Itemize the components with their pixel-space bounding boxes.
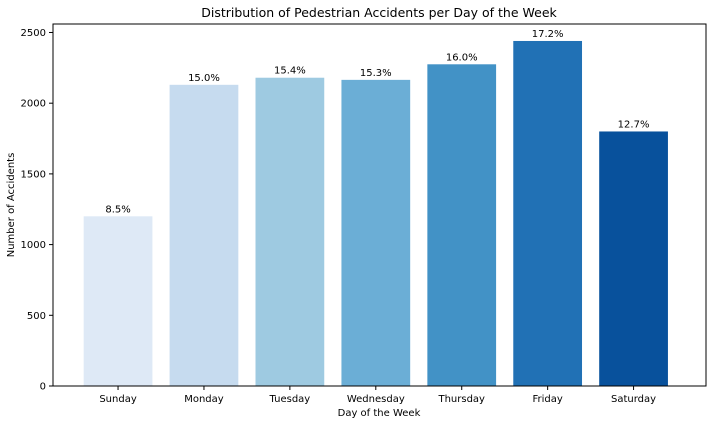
- bar-saturday: [599, 131, 668, 386]
- axes-frame: [52, 23, 707, 387]
- x-tick-label-sunday: Sunday: [99, 394, 136, 405]
- y-tick-label-1000: 1000: [21, 240, 46, 251]
- y-tick-label-0: 0: [40, 382, 46, 393]
- x-tick-label-tuesday: Tuesday: [269, 394, 311, 405]
- y-tick-label-2500: 2500: [21, 28, 46, 39]
- bar-sunday: [83, 216, 153, 386]
- x-tick-label-thursday: Thursday: [437, 394, 485, 405]
- y-axis-label: Number of Accidents: [6, 153, 17, 258]
- bar-monday: [169, 84, 239, 387]
- bar-friday: [513, 40, 583, 386]
- data-label-thursday: 16.0%: [446, 52, 478, 63]
- y-tick-label-500: 500: [27, 311, 46, 322]
- x-axis-label: Day of the Week: [338, 408, 421, 419]
- x-tick-label-friday: Friday: [532, 394, 562, 405]
- y-tick-label-2000: 2000: [21, 99, 46, 110]
- data-label-wednesday: 15.3%: [360, 68, 392, 79]
- data-label-sunday: 8.5%: [105, 204, 130, 215]
- data-label-saturday: 12.7%: [618, 119, 650, 130]
- data-label-friday: 17.2%: [532, 29, 564, 40]
- bar-thursday: [427, 64, 497, 387]
- chart-title: Distribution of Pedestrian Accidents per…: [201, 5, 557, 20]
- data-label-tuesday: 15.4%: [274, 66, 306, 77]
- y-tick-label-1500: 1500: [21, 169, 46, 180]
- bar-tuesday: [255, 77, 325, 386]
- plot-area: 8.5% Sunday 15.0% Monday 15.4% Tuesday 15.3% We…: [21, 23, 707, 405]
- x-tick-label-wednesday: Wednesday: [347, 394, 405, 405]
- x-tick-label-saturday: Saturday: [611, 394, 656, 405]
- x-tick-label-monday: Monday: [184, 394, 224, 405]
- bar-wednesday: [341, 79, 411, 387]
- data-label-monday: 15.0%: [188, 73, 220, 84]
